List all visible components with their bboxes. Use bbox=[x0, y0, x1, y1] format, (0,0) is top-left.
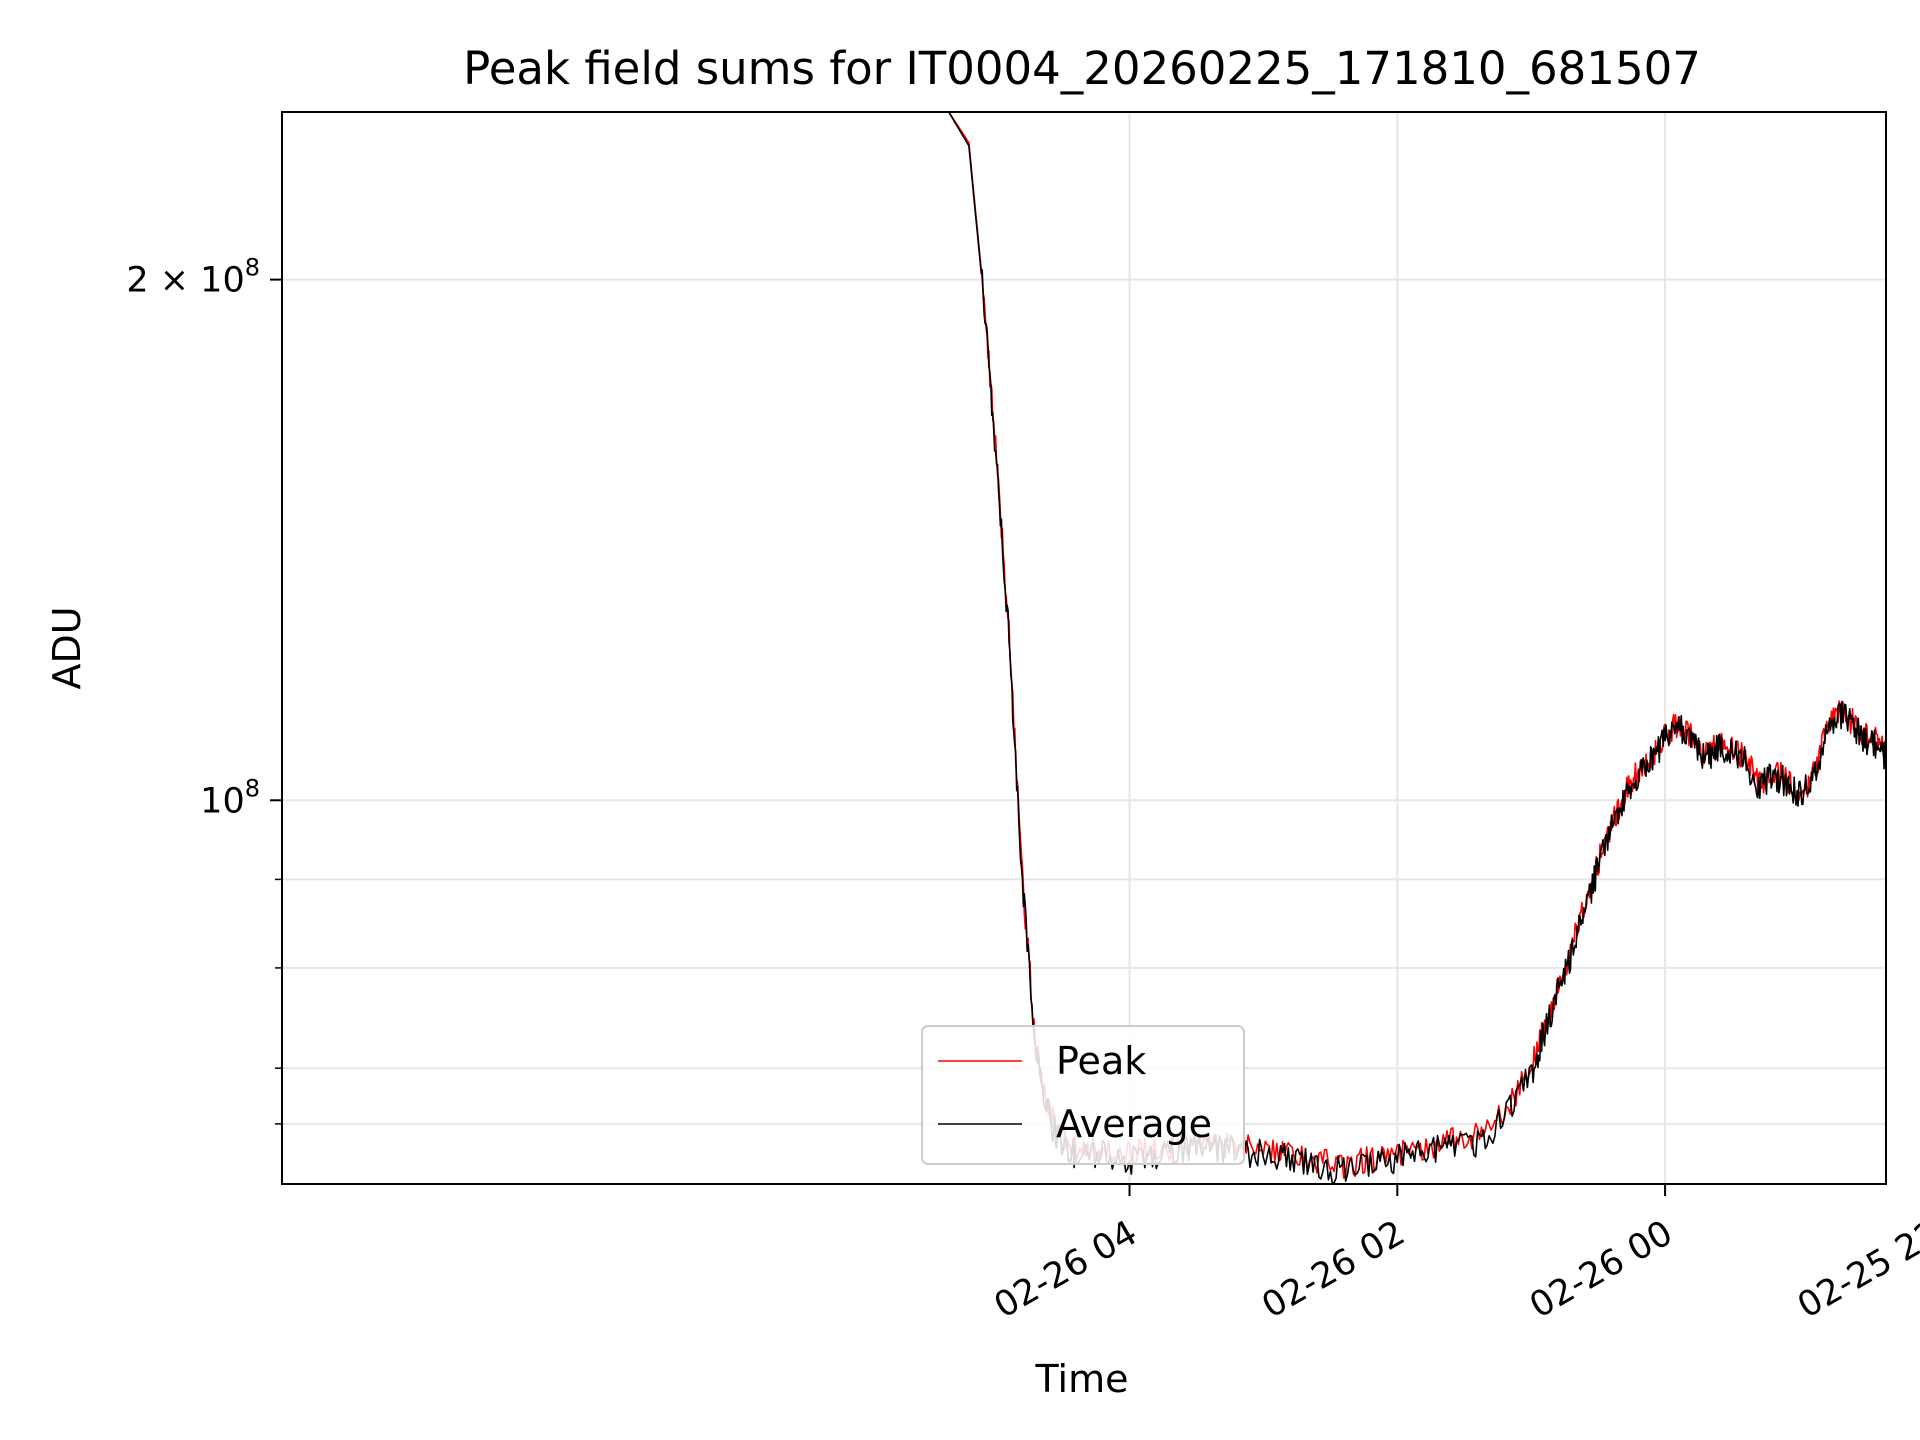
y-tick-label: 108 bbox=[200, 774, 260, 821]
y-axis-ticks: 108 2 × 108 bbox=[126, 254, 282, 1125]
x-axis-label: Time bbox=[1035, 1357, 1129, 1401]
chart-title: Peak field sums for IT0004_20260225_1718… bbox=[463, 42, 1701, 95]
series-line-average bbox=[948, 112, 1886, 1184]
y-axis-label: ADU bbox=[45, 606, 89, 689]
legend: Peak Average bbox=[921, 1025, 1245, 1165]
legend-label-average: Average bbox=[1056, 1102, 1212, 1146]
data-series bbox=[948, 112, 1886, 1184]
plot-frame bbox=[281, 111, 1887, 1185]
legend-label-peak: Peak bbox=[1056, 1039, 1146, 1083]
y-tick-label: 2 × 108 bbox=[126, 254, 260, 301]
series-line-peak bbox=[948, 112, 1886, 1179]
